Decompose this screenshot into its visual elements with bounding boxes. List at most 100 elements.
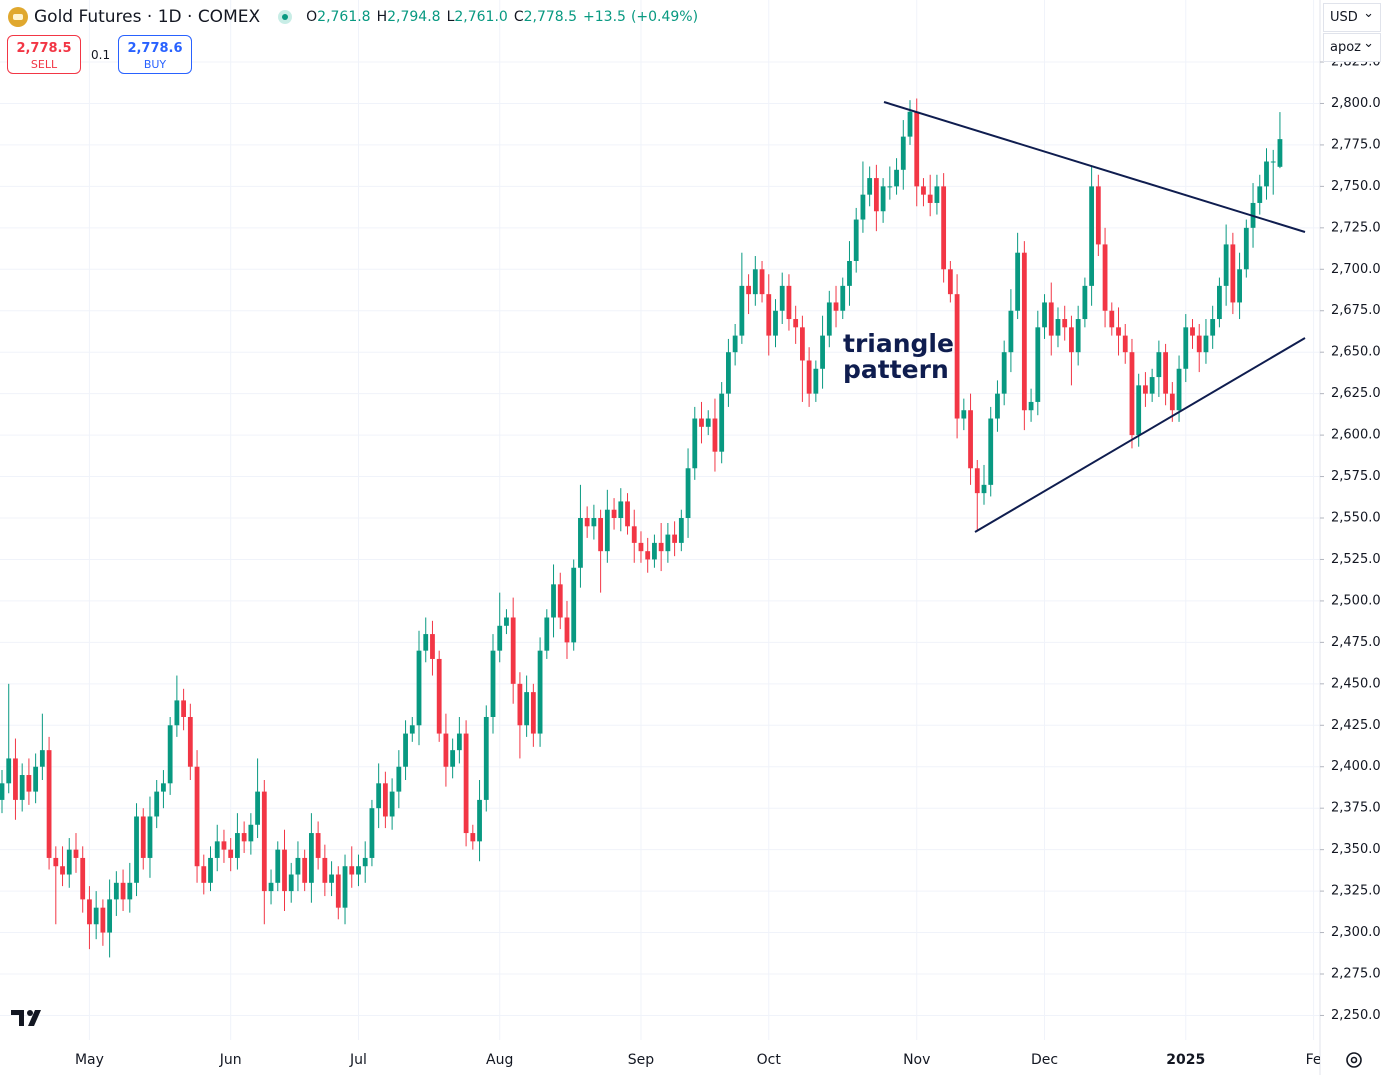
candle-body	[1243, 227, 1249, 270]
ohlc-key: O	[306, 9, 318, 25]
candle-body	[524, 692, 530, 726]
candle-body	[658, 542, 664, 552]
candle-body	[954, 294, 960, 419]
currency-select[interactable]: USD	[1323, 3, 1381, 32]
y-tick-label: 2,250.0	[1331, 1008, 1381, 1023]
candle-body	[1264, 161, 1269, 187]
candle-body	[598, 518, 604, 552]
candle-body	[625, 501, 630, 527]
y-tick-label: 2,350.0	[1331, 842, 1381, 857]
candle-body	[1210, 319, 1216, 336]
unit-select[interactable]: apoz	[1323, 33, 1381, 62]
sell-button[interactable]: 2,778.5 SELL	[7, 35, 81, 74]
candle-body	[1190, 327, 1195, 336]
candle-body	[1270, 161, 1276, 163]
candle-body	[732, 335, 738, 353]
symbol-title[interactable]: Gold Futures · 1D · COMEX	[34, 7, 261, 27]
candle-body	[1001, 352, 1007, 394]
candle-body	[33, 766, 39, 792]
candle-body	[557, 584, 563, 618]
symbol-header: Gold Futures · 1D · COMEX O2,761.8 H2,794…	[8, 5, 703, 29]
candle-body	[214, 841, 220, 858]
candle-body	[645, 551, 651, 560]
candle-body	[719, 393, 725, 452]
candle-body	[1109, 310, 1115, 328]
y-tick-label: 2,500.0	[1331, 593, 1381, 608]
candle-body	[382, 783, 388, 817]
market-status[interactable]	[278, 10, 293, 24]
candle-body	[0, 783, 5, 800]
candle-body	[73, 849, 79, 858]
candle-body	[463, 733, 469, 834]
candle-body	[288, 874, 294, 892]
candle-body	[356, 866, 361, 875]
candle-body	[779, 285, 785, 311]
candle-body	[806, 360, 812, 394]
candle-body	[1048, 302, 1054, 336]
x-tick-label: Jun	[219, 1052, 242, 1068]
y-tick-label: 2,375.0	[1331, 801, 1381, 816]
candle-body	[604, 509, 610, 552]
candle-body	[80, 857, 86, 900]
candle-body	[1062, 319, 1068, 328]
candle-body	[181, 700, 187, 717]
candle-body	[1237, 269, 1242, 303]
y-tick-label: 2,425.0	[1331, 718, 1381, 733]
y-tick-label: 2,800.0	[1331, 96, 1381, 111]
candle-body	[578, 518, 583, 568]
candle-body	[739, 285, 745, 336]
candle-body	[685, 468, 691, 519]
candle-body	[927, 194, 933, 203]
candle-body	[1203, 335, 1209, 353]
candle-body	[638, 542, 644, 552]
x-tick-label: May	[75, 1052, 104, 1068]
candle-body	[87, 899, 92, 925]
candle-body	[1015, 252, 1021, 311]
candle-body	[335, 874, 341, 908]
candles	[0, 98, 1283, 958]
candle-body	[652, 542, 657, 560]
ohlc-value: 2,761.8	[317, 9, 371, 25]
ohlc-key: L	[446, 9, 455, 25]
candle-body	[389, 791, 395, 817]
candle-body	[13, 758, 18, 800]
candle-body	[322, 857, 328, 883]
candle-body	[436, 658, 442, 734]
y-tick-label: 2,475.0	[1331, 635, 1381, 650]
candle-body	[941, 186, 947, 270]
candle-body	[194, 766, 200, 867]
candle-body	[456, 733, 462, 751]
candle-body	[6, 758, 12, 784]
candle-body	[268, 882, 274, 892]
candle-body	[248, 824, 254, 842]
candle-body	[692, 418, 698, 469]
candle-body	[1089, 186, 1095, 286]
y-tick-label: 2,550.0	[1331, 511, 1381, 526]
candle-body	[510, 617, 516, 684]
candle-body	[914, 111, 920, 187]
candle-body	[799, 327, 805, 361]
candle-body	[974, 468, 980, 494]
candle-body	[1163, 352, 1168, 394]
candle-body	[1042, 302, 1047, 328]
candle-body	[443, 733, 449, 767]
candle-body	[93, 907, 99, 925]
candle-body	[611, 509, 617, 519]
candle-body	[860, 194, 866, 220]
candle-body	[66, 849, 72, 875]
candle-body	[564, 617, 570, 643]
candle-body	[1257, 186, 1263, 203]
candle-body	[302, 857, 308, 883]
candle-body	[1223, 244, 1229, 286]
settings-icon[interactable]	[1346, 1052, 1362, 1068]
candle-body	[1008, 310, 1014, 353]
buy-label: BUY	[143, 58, 167, 71]
ohlc-values: O2,761.8 H2,794.8 L2,761.0 C2,778.5	[306, 9, 583, 25]
y-tick-label: 2,300.0	[1331, 925, 1381, 940]
candle-body	[1217, 285, 1222, 320]
buy-button[interactable]: 2,778.6 BUY	[118, 35, 192, 74]
x-tick-label: 2025	[1166, 1052, 1205, 1068]
annotation: triangle pattern	[843, 329, 954, 384]
candle-body	[19, 775, 25, 800]
